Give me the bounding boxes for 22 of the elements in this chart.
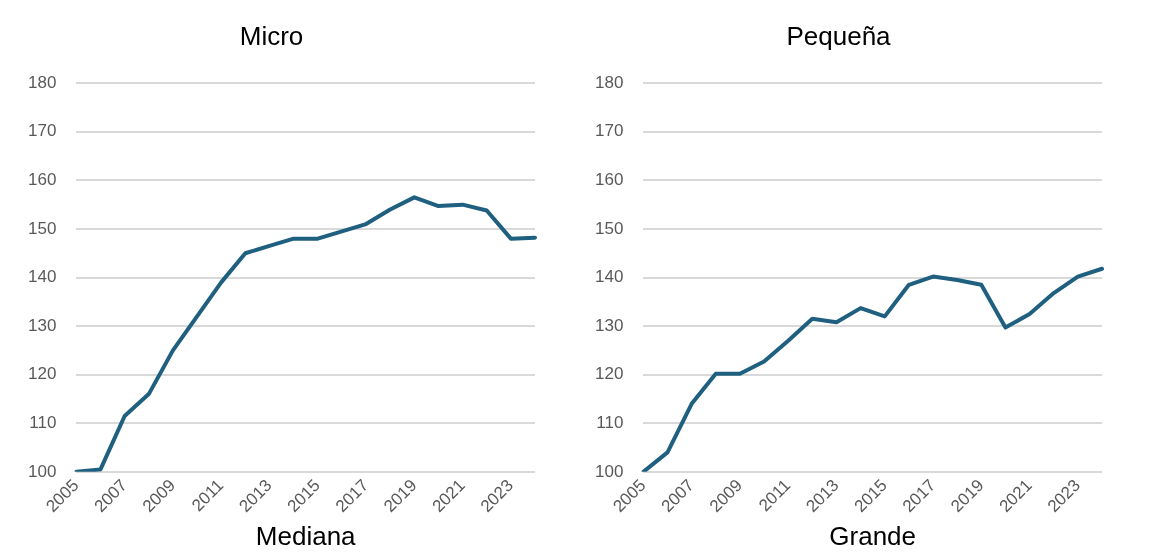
y-tick-label: 120	[594, 364, 624, 384]
y-tick-label: 140	[27, 267, 57, 287]
chart-title: Pequeña	[786, 20, 892, 51]
y-tick-label: 170	[594, 121, 624, 141]
text: Grande	[829, 521, 917, 552]
y-tick-label: 110	[596, 412, 624, 432]
y-tick-label: 170	[27, 121, 57, 141]
y-tick-label: 100	[27, 461, 57, 481]
y-tick-label: 130	[27, 315, 57, 335]
y-tick-label: 180	[27, 72, 57, 92]
text: Mediana	[255, 521, 357, 552]
y-tick-label: 150	[27, 218, 57, 238]
y-tick-label: 150	[594, 218, 624, 238]
y-tick-label: 110	[29, 412, 57, 432]
y-tick-label: 160	[27, 170, 57, 190]
chart-title: Micro	[239, 20, 304, 51]
y-tick-label: 100	[594, 461, 624, 481]
y-tick-label: 130	[594, 315, 624, 335]
y-tick-label: 180	[594, 72, 624, 92]
y-tick-label: 120	[27, 364, 57, 384]
y-tick-label: 140	[594, 267, 624, 287]
y-tick-label: 160	[594, 170, 624, 190]
